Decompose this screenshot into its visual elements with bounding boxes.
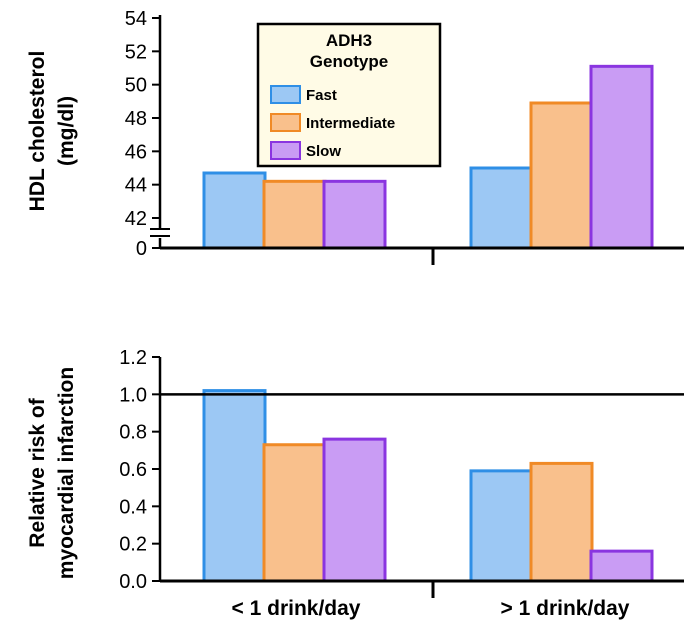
bottom-ytick-label: 0.8 bbox=[119, 422, 147, 444]
legend: ADH3 Genotype Fast Intermediate Slow bbox=[256, 22, 442, 168]
legend-label-fast: Fast bbox=[306, 87, 337, 104]
legend-swatch-fast bbox=[270, 85, 301, 104]
top-ytick-labels: 54 52 50 48 46 44 42 0 bbox=[125, 8, 160, 260]
top-ytick-label: 50 bbox=[125, 75, 147, 97]
bottom-panel: Relative risk of myocardial infarction 1… bbox=[26, 347, 684, 620]
top-ytick-label: 42 bbox=[125, 208, 147, 230]
bottom-ytick-label: 1.2 bbox=[119, 347, 147, 369]
bottom-ytick-label: 0.6 bbox=[119, 459, 147, 481]
xtick-label-less-than-1: < 1 drink/day bbox=[232, 597, 361, 620]
legend-title-line2: Genotype bbox=[310, 52, 388, 71]
top-ylabel-line2: (mg/dl) bbox=[55, 96, 78, 166]
top-ytick-label: 44 bbox=[125, 175, 147, 197]
legend-swatch-intermediate bbox=[270, 113, 301, 132]
bottom-ylabel-line1: Relative risk of bbox=[26, 397, 49, 547]
top-ytick-label: 52 bbox=[125, 41, 147, 63]
top-bar-intermediate bbox=[529, 101, 594, 250]
bottom-bars bbox=[202, 389, 654, 583]
legend-label-intermediate: Intermediate bbox=[306, 115, 395, 132]
bottom-bar-intermediate bbox=[529, 461, 594, 583]
top-bar-slow bbox=[322, 179, 387, 250]
top-ytick-label: 46 bbox=[125, 141, 147, 163]
xtick-label-more-than-1: > 1 drink/day bbox=[501, 597, 630, 620]
top-ytick-label: 48 bbox=[125, 108, 147, 130]
top-bar-intermediate bbox=[262, 179, 327, 250]
bottom-bar-fast bbox=[469, 469, 534, 583]
bottom-ytick-label: 1.0 bbox=[119, 384, 147, 406]
bottom-bar-slow bbox=[322, 437, 387, 583]
legend-label-slow: Slow bbox=[306, 143, 341, 160]
top-ytick-label: 54 bbox=[125, 8, 147, 30]
bottom-bar-slow bbox=[589, 549, 654, 583]
top-bar-fast bbox=[202, 171, 267, 250]
top-bars bbox=[202, 64, 654, 250]
top-ytick-label: 0 bbox=[136, 238, 147, 260]
legend-swatch-slow bbox=[270, 141, 301, 160]
top-ylabel-line1: HDL cholesterol bbox=[26, 51, 49, 212]
bottom-ylabel-line2: myocardial infarction bbox=[55, 367, 78, 579]
top-panel: HDL cholesterol (mg/dl) 545250484644420 … bbox=[26, 8, 684, 265]
legend-title-line1: ADH3 bbox=[326, 31, 372, 50]
top-bar-fast bbox=[469, 166, 534, 250]
bottom-ytick-labels: 1.2 1.0 0.8 0.6 0.4 0.2 0.0 bbox=[119, 347, 160, 593]
bottom-bar-intermediate bbox=[262, 443, 327, 583]
top-bar-slow bbox=[589, 64, 654, 250]
bottom-bar-fast bbox=[202, 389, 267, 583]
bottom-ytick-label: 0.0 bbox=[119, 571, 147, 593]
bottom-ytick-label: 0.2 bbox=[119, 534, 147, 556]
bottom-ytick-label: 0.4 bbox=[119, 496, 147, 518]
